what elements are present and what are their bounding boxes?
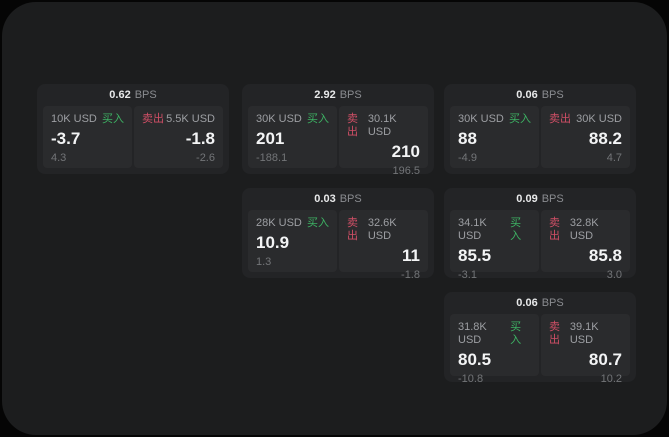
buy-delta: 1.3 bbox=[256, 256, 272, 268]
buy-amount: 34.1K USD bbox=[458, 217, 487, 242]
spread-value: 0.06 bbox=[516, 89, 538, 101]
spread-header: 0.06 BPS bbox=[444, 292, 636, 314]
spread-header: 0.03 BPS bbox=[242, 188, 434, 210]
spread-unit: BPS bbox=[541, 89, 564, 101]
sell-panel[interactable]: 卖出 30K USD 88.2 4.7 bbox=[541, 106, 630, 168]
spread-unit: BPS bbox=[339, 193, 362, 205]
sell-delta: -2.6 bbox=[196, 152, 215, 164]
sell-panel[interactable]: 卖出 5.5K USD -1.8 -2.6 bbox=[134, 106, 223, 168]
spread-header: 0.09 BPS bbox=[444, 188, 636, 210]
sell-tag: 卖出 bbox=[347, 113, 358, 138]
buy-price: -3.7 bbox=[51, 129, 81, 148]
sell-amount: 30K USD bbox=[576, 113, 622, 125]
quote-body: 31.8K USD 买入 80.5 -10.8 卖出 39.1K USD 80.… bbox=[450, 314, 630, 385]
buy-delta: -3.1 bbox=[458, 269, 477, 281]
sell-delta: -1.8 bbox=[401, 269, 420, 281]
buy-amount: 30K USD bbox=[458, 113, 504, 125]
sell-amount: 32.6K USD bbox=[367, 217, 397, 242]
buy-panel[interactable]: 30K USD 买入 88 -4.9 bbox=[450, 106, 539, 168]
quote-card: 0.03 BPS 28K USD 买入 10.9 1.3 卖出 32.6K US… bbox=[242, 188, 434, 281]
spread-header: 0.62 BPS bbox=[37, 84, 229, 106]
sell-tag: 卖出 bbox=[549, 321, 560, 346]
sell-price: 80.7 bbox=[588, 350, 622, 369]
buy-price: 201 bbox=[256, 129, 285, 148]
quote-body: 30K USD 买入 88 -4.9 卖出 30K USD 88.2 4.7 bbox=[450, 106, 630, 168]
buy-panel[interactable]: 31.8K USD 买入 80.5 -10.8 bbox=[450, 314, 539, 385]
buy-tag: 买入 bbox=[102, 113, 124, 125]
buy-price: 80.5 bbox=[458, 350, 492, 369]
spread-value: 2.92 bbox=[314, 89, 336, 101]
sell-amount: 39.1K USD bbox=[569, 321, 599, 346]
sell-tag: 卖出 bbox=[549, 113, 571, 125]
sell-panel[interactable]: 卖出 32.6K USD 11 -1.8 bbox=[339, 210, 428, 281]
buy-amount: 10K USD bbox=[51, 113, 97, 125]
buy-delta: 4.3 bbox=[51, 152, 67, 164]
quote-body: 34.1K USD 买入 85.5 -3.1 卖出 32.8K USD 85.8… bbox=[450, 210, 630, 281]
spread-value: 0.09 bbox=[516, 193, 538, 205]
sell-panel[interactable]: 卖出 39.1K USD 80.7 10.2 bbox=[541, 314, 630, 385]
sell-price: -1.8 bbox=[185, 129, 215, 148]
buy-tag: 买入 bbox=[510, 321, 522, 346]
quote-body: 10K USD 买入 -3.7 4.3 卖出 5.5K USD -1.8 -2.… bbox=[43, 106, 223, 168]
quote-card: 0.06 BPS 30K USD 买入 88 -4.9 卖出 30K USD 8… bbox=[444, 84, 636, 174]
buy-tag: 买入 bbox=[307, 113, 329, 125]
buy-price: 85.5 bbox=[458, 246, 492, 265]
spread-value: 0.06 bbox=[516, 297, 538, 309]
buy-delta: -4.9 bbox=[458, 152, 477, 164]
sell-panel[interactable]: 卖出 30.1K USD 210 196.5 bbox=[339, 106, 428, 177]
sell-price: 85.8 bbox=[588, 246, 622, 265]
sell-price: 210 bbox=[391, 142, 420, 161]
sell-amount: 32.8K USD bbox=[569, 217, 599, 242]
buy-delta: -10.8 bbox=[458, 373, 484, 385]
quote-card: 0.62 BPS 10K USD 买入 -3.7 4.3 卖出 5.5K USD… bbox=[37, 84, 229, 174]
quote-body: 30K USD 买入 201 -188.1 卖出 30.1K USD 210 1… bbox=[248, 106, 428, 177]
buy-panel[interactable]: 10K USD 买入 -3.7 4.3 bbox=[43, 106, 132, 168]
quote-card: 0.06 BPS 31.8K USD 买入 80.5 -10.8 卖出 39.1… bbox=[444, 292, 636, 385]
sell-delta: 4.7 bbox=[606, 152, 622, 164]
sell-delta: 196.5 bbox=[392, 165, 420, 177]
buy-amount: 31.8K USD bbox=[458, 321, 487, 346]
spread-unit: BPS bbox=[541, 297, 564, 309]
spread-unit: BPS bbox=[339, 89, 362, 101]
buy-panel[interactable]: 34.1K USD 买入 85.5 -3.1 bbox=[450, 210, 539, 281]
buy-amount: 28K USD bbox=[256, 217, 302, 229]
sell-tag: 卖出 bbox=[347, 217, 358, 242]
sell-delta: 10.2 bbox=[600, 373, 622, 385]
buy-delta: -188.1 bbox=[256, 152, 288, 164]
spread-value: 0.03 bbox=[314, 193, 336, 205]
sell-price: 11 bbox=[402, 246, 420, 265]
sell-price: 88.2 bbox=[588, 129, 622, 148]
spread-header: 0.06 BPS bbox=[444, 84, 636, 106]
quote-card: 2.92 BPS 30K USD 买入 201 -188.1 卖出 30.1K … bbox=[242, 84, 434, 177]
buy-panel[interactable]: 28K USD 买入 10.9 1.3 bbox=[248, 210, 337, 272]
quote-card: 0.09 BPS 34.1K USD 买入 85.5 -3.1 卖出 32.8K… bbox=[444, 188, 636, 281]
sell-amount: 5.5K USD bbox=[166, 113, 215, 125]
buy-price: 88 bbox=[458, 129, 477, 148]
buy-price: 10.9 bbox=[256, 233, 290, 252]
buy-panel[interactable]: 30K USD 买入 201 -188.1 bbox=[248, 106, 337, 168]
spread-unit: BPS bbox=[541, 193, 564, 205]
sell-amount: 30.1K USD bbox=[367, 113, 397, 138]
sell-tag: 卖出 bbox=[142, 113, 164, 125]
sell-panel[interactable]: 卖出 32.8K USD 85.8 3.0 bbox=[541, 210, 630, 281]
buy-amount: 30K USD bbox=[256, 113, 302, 125]
buy-tag: 买入 bbox=[509, 113, 531, 125]
sell-tag: 卖出 bbox=[549, 217, 560, 242]
quote-body: 28K USD 买入 10.9 1.3 卖出 32.6K USD 11 -1.8 bbox=[248, 210, 428, 281]
buy-tag: 买入 bbox=[510, 217, 522, 242]
buy-tag: 买入 bbox=[307, 217, 329, 229]
spread-header: 2.92 BPS bbox=[242, 84, 434, 106]
spread-value: 0.62 bbox=[109, 89, 131, 101]
sell-delta: 3.0 bbox=[606, 269, 622, 281]
spread-unit: BPS bbox=[134, 89, 157, 101]
